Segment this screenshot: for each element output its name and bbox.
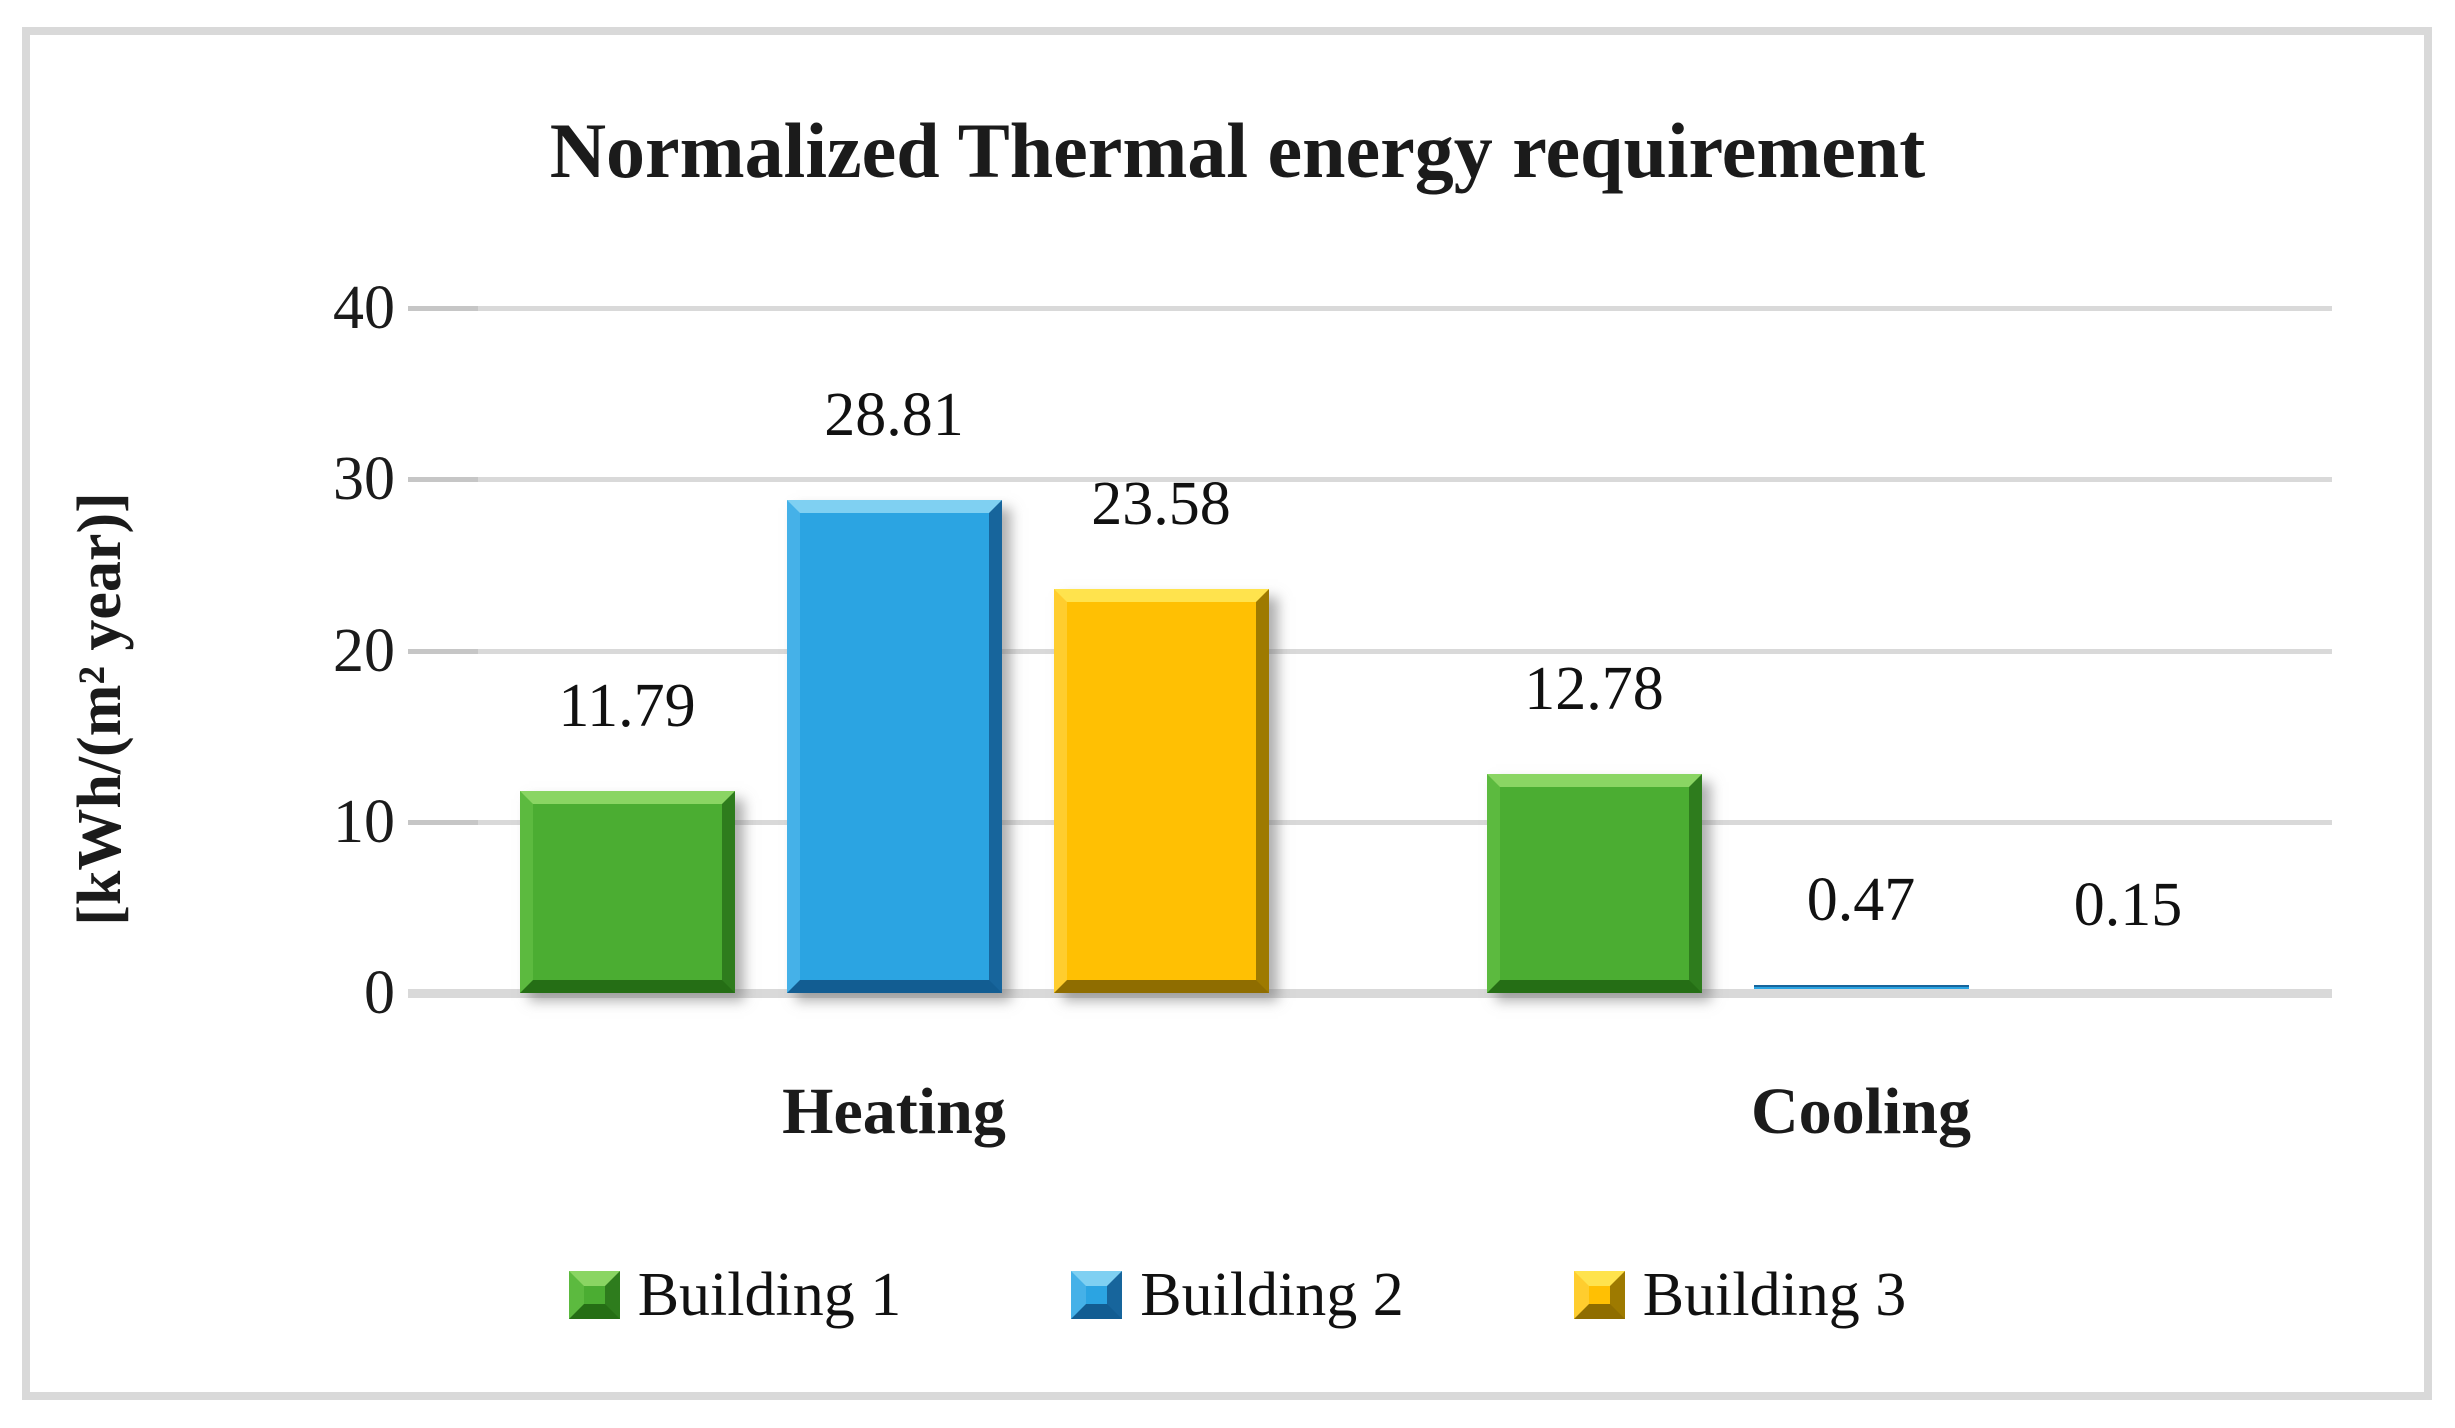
gridline	[408, 477, 2332, 483]
x-axis-line	[408, 989, 2332, 998]
category-label-cooling: Cooling	[1750, 1075, 1972, 1148]
legend-label: Building 2	[1140, 1261, 1404, 1329]
data-label: 28.81	[824, 380, 964, 449]
y-axis-tickmark	[408, 819, 478, 825]
legend-swatch-icon	[1573, 1271, 1625, 1319]
bar-building-2-heating	[786, 499, 1002, 993]
data-label: 11.79	[558, 672, 696, 741]
data-label: 0.47	[1806, 865, 1916, 934]
y-tick-label: 20	[333, 616, 395, 685]
data-label: 12.78	[1524, 655, 1664, 724]
bar-building-1-heating	[519, 791, 735, 993]
category-label-heating: Heating	[782, 1075, 1006, 1148]
y-tick-label: 30	[333, 445, 395, 514]
chart-title: Normalized Thermal energy requirement	[549, 107, 1926, 194]
legend-label: Building 3	[1642, 1261, 1907, 1329]
legend-swatch-icon	[568, 1271, 620, 1319]
legend-label: Building 1	[637, 1261, 902, 1329]
y-axis-tickmark	[408, 648, 478, 654]
bar-building-2-cooling	[1753, 984, 1969, 993]
legend-item-building-3: Building 3	[1573, 1261, 1907, 1329]
y-tick-label: 0	[364, 959, 395, 1027]
data-label: 23.58	[1091, 470, 1231, 539]
gridline	[408, 306, 2332, 312]
legend: Building 1 Building 2 Building 3	[0, 1262, 2455, 1328]
y-axis-tickmark	[408, 306, 478, 312]
legend-swatch-icon	[1071, 1271, 1123, 1319]
y-axis-tickmark	[408, 477, 478, 483]
y-tick-label: 10	[333, 787, 395, 856]
bar-building-3-heating	[1053, 589, 1269, 993]
bar-building-1-cooling	[1486, 774, 1702, 993]
legend-item-building-1: Building 1	[568, 1261, 902, 1329]
gridline	[408, 648, 2332, 654]
data-label: 0.15	[2073, 871, 2183, 940]
gridline	[408, 819, 2332, 825]
y-tick-label: 40	[333, 274, 395, 343]
legend-item-building-2: Building 2	[1071, 1262, 1404, 1328]
